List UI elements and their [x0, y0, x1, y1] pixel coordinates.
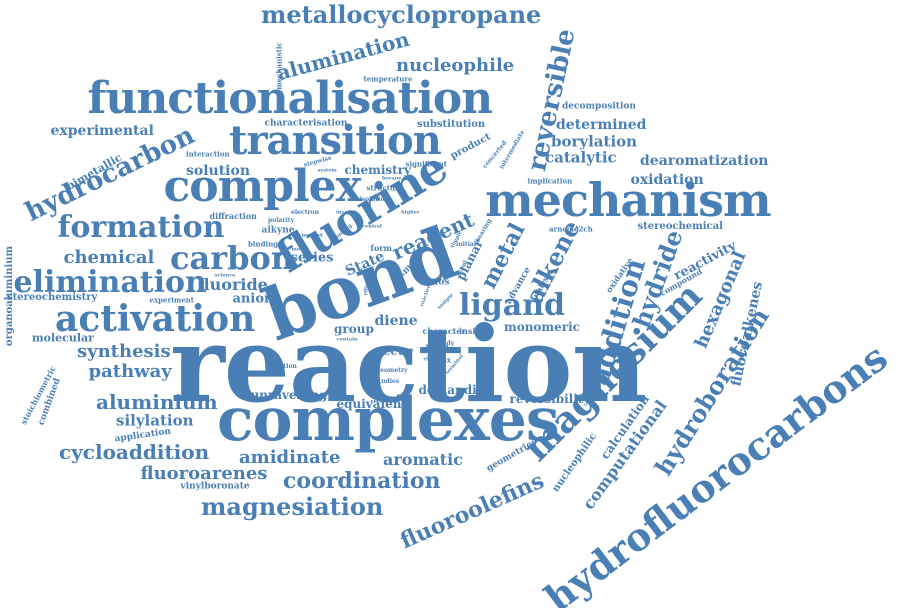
word-initial: initial [456, 241, 477, 248]
word-electron: electron [291, 209, 319, 216]
word-series: series [290, 250, 334, 266]
word-temperature: temperature [363, 74, 413, 84]
word-transition: transition [229, 117, 442, 164]
word-catalytic: catalytic [545, 148, 617, 167]
word-studies: studies [375, 378, 400, 385]
word-cycloaddition: cycloaddition [59, 440, 210, 464]
word-implication: implication [527, 176, 573, 186]
word-molecular: molecular [32, 331, 94, 345]
word-nucleophile: nucleophile [396, 55, 515, 76]
word-silylation: silylation [116, 411, 194, 430]
word-bearing: bearing [474, 217, 494, 244]
word-unravelling: unravelling [250, 388, 328, 402]
word-study: study [436, 340, 455, 347]
word-product: product [448, 131, 493, 162]
word-reaction: reaction [170, 303, 647, 426]
word-borane: borane [382, 175, 402, 182]
word-characterisation: characterisation [264, 118, 348, 129]
word-substitution: substitution [417, 119, 486, 130]
word-magnesiation: magnesiation [201, 492, 384, 521]
word-pathway: pathway [88, 361, 172, 382]
word-science: science [214, 272, 236, 279]
word-amidinate: amidinate [239, 447, 341, 468]
word-chemistry: chemistry [344, 163, 412, 177]
word-anion: anion [232, 291, 274, 307]
word-elimination: elimination [13, 265, 207, 300]
word-central: central [362, 223, 382, 230]
word-hfos: hfos [428, 277, 450, 288]
word-borylation: borylation [551, 132, 638, 151]
word-condition: condition [265, 363, 297, 370]
word-solution: solution [186, 163, 251, 179]
word-model: model [291, 246, 309, 253]
word-organoaluminium: organoaluminium [4, 245, 16, 347]
word-aromatic: aromatic [383, 450, 463, 469]
word-oxidation: oxidation [630, 172, 704, 188]
word-vinylboronate: vinylboronate [180, 481, 250, 492]
word-determined: determined [556, 117, 647, 133]
word-redox: redox [429, 355, 451, 365]
word-more: more [425, 341, 449, 351]
word-functionalisation: functionalisation [87, 73, 494, 124]
word-isolation: isolation [359, 196, 389, 203]
word-fluoride: fluoride [198, 275, 268, 294]
word-mechanistic: mechanistic [274, 42, 284, 90]
word-metallocyclopropane: metallocyclopropane [261, 0, 542, 29]
word-insight: insight [459, 326, 491, 336]
word-fluoroarenes: fluoroarenes [140, 463, 268, 484]
word-demanding: demanding [418, 383, 494, 397]
word-higher: higher [401, 209, 420, 216]
word-occur: occur [375, 344, 413, 358]
word-group: group [334, 322, 374, 336]
word-dearomatization: dearomatization [640, 153, 769, 169]
word-significant: significant [405, 159, 447, 169]
word-ligand: ligand [459, 288, 565, 323]
word-diene: diene [374, 313, 418, 329]
word-activation: activation [55, 298, 256, 340]
word-contain: contain [336, 336, 358, 343]
word-involve: involve [336, 209, 356, 216]
word-reversibility: reversibility [509, 392, 591, 406]
word-polarity: polarity [268, 217, 295, 224]
word-experimental: experimental [50, 123, 154, 139]
word-equivalent: equivalent [336, 397, 408, 411]
word-diffraction: diffraction [209, 211, 257, 221]
word-aluminium: aluminium [96, 390, 218, 414]
word-stereochemical: stereochemical [637, 221, 723, 232]
word-structure: structure [366, 183, 404, 193]
word-interaction: interaction [186, 149, 230, 159]
word-character: character [422, 326, 466, 336]
word-stereochemistry: stereochemistry [7, 292, 98, 303]
word-complex: complex [163, 161, 362, 212]
word-chemical: chemical [63, 247, 155, 268]
word-synthesis: synthesis [77, 341, 171, 362]
word-carbon: carbon [170, 239, 295, 277]
word-arncme2ch: arncme2ch [549, 224, 593, 234]
word-formation: formation [57, 210, 225, 245]
word-mechanism: mechanism [485, 173, 772, 227]
word-alkyne: alkyne [261, 225, 295, 236]
word-coordination: coordination [283, 468, 441, 494]
word-method: method [301, 232, 323, 239]
word-system: system [317, 167, 337, 174]
word-binding: binding [248, 239, 279, 249]
word-site: site [395, 271, 406, 278]
word-crystal: crystal [370, 398, 390, 405]
word-monomeric: monomeric [504, 320, 580, 334]
word-geometry: geometry [376, 367, 408, 374]
word-experiment: experiment [149, 295, 195, 305]
word-decomposition: decomposition [562, 101, 636, 112]
word-form: form [370, 243, 392, 253]
word-complexes: complexes [217, 385, 560, 455]
